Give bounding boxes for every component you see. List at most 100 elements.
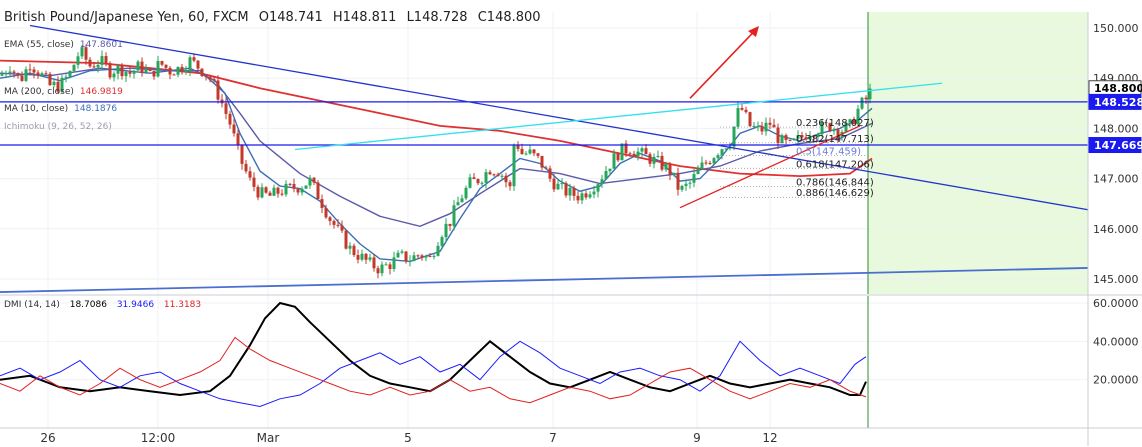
bullish-arrow-head <box>748 26 759 37</box>
candle-body <box>548 168 552 179</box>
candle-body <box>804 137 808 140</box>
candle-body <box>212 79 216 81</box>
candle-body <box>544 167 548 169</box>
candle-body <box>760 125 764 132</box>
candle-body <box>652 156 656 164</box>
candle-body <box>724 148 728 150</box>
candle-body <box>56 81 60 92</box>
candle-body <box>296 188 300 193</box>
candle-body <box>472 177 476 180</box>
candle-body <box>284 183 288 195</box>
time-tick-label: 12:00 <box>141 431 176 445</box>
candle-body <box>580 193 584 201</box>
candle-body <box>852 119 856 124</box>
candle-body <box>72 64 76 72</box>
ascending-trendline-cyan <box>294 82 943 151</box>
fib-anchor-line <box>679 125 861 209</box>
low-value: L148.728 <box>406 10 468 25</box>
candle-body <box>436 245 440 256</box>
minus-di-value: 11.3183 <box>163 300 202 310</box>
candle-body <box>276 187 280 194</box>
indicator-ema-legend[interactable]: EMA (55, close) 147.8601 <box>4 40 123 50</box>
candle-body <box>176 66 180 75</box>
candle-body <box>684 183 688 186</box>
candle-body <box>444 223 448 238</box>
candle-body <box>516 144 520 149</box>
candle-body <box>540 155 544 168</box>
candle-body <box>636 151 640 157</box>
candle-body <box>44 73 48 75</box>
candle-body <box>500 175 504 177</box>
candle-body <box>568 187 572 196</box>
candle-body <box>92 66 96 68</box>
candle-body <box>164 64 168 68</box>
candle-body <box>648 154 652 164</box>
candle-body <box>396 252 400 258</box>
candle-body <box>236 133 240 145</box>
indicator-ma200-legend[interactable]: MA (200, close) 146.9819 <box>4 87 123 97</box>
candle-body <box>228 113 232 125</box>
fib-level-label: 0.618(147.206) <box>796 159 874 170</box>
candle-body <box>812 136 816 138</box>
candle-body <box>708 162 712 164</box>
candle-body <box>608 168 612 172</box>
plus-di-value: 31.9466 <box>116 300 155 310</box>
candle-body <box>592 191 596 195</box>
fibonacci-levels: 0.236(148.027) 0.382(147.713) 0.5(147.459)… <box>720 118 874 199</box>
candle-body <box>416 255 420 257</box>
candle-body <box>600 179 604 185</box>
candle-body <box>856 108 860 124</box>
candle-body <box>252 177 256 187</box>
candle-body <box>288 183 292 185</box>
candle-body <box>280 193 284 195</box>
candle-body <box>412 255 416 262</box>
candle-body <box>528 149 532 154</box>
candle-body <box>828 123 832 132</box>
indicator-label: Ichimoku (9, 26, 52, 26) <box>4 122 112 132</box>
candle-body <box>732 126 736 147</box>
indicator-label: MA (200, close) <box>4 87 74 97</box>
candle-body <box>668 163 672 175</box>
level-badge-148528-box <box>1088 93 1142 110</box>
candle-body <box>476 179 480 184</box>
candle-body <box>632 153 636 157</box>
candle-body <box>120 65 124 77</box>
dmi-legend[interactable]: DMI (14, 14) 18.7086 31.9466 11.3183 <box>4 300 201 310</box>
candle-body <box>484 172 488 183</box>
candle-body <box>148 69 152 72</box>
candle-body <box>300 188 304 193</box>
symbol-title[interactable]: British Pound/Japanese Yen, 60, FXCM <box>4 10 249 25</box>
candle-body <box>572 187 576 196</box>
last-price-badge: 148.800 <box>1094 82 1142 95</box>
candle-body <box>576 195 580 201</box>
candle-body <box>780 135 784 144</box>
candle-body <box>140 61 144 73</box>
indicator-ma10-legend[interactable]: MA (10, close) 148.1876 <box>4 104 117 114</box>
fib-level-label: 0.236(148.027) <box>796 118 874 129</box>
candle-body <box>640 148 644 152</box>
candle-body <box>808 136 812 140</box>
indicator-ichimoku-legend[interactable]: Ichimoku (9, 26, 52, 26) <box>4 122 112 132</box>
candle-body <box>468 177 472 188</box>
candle-body <box>232 124 236 134</box>
candle-body <box>320 199 324 208</box>
candle-body <box>36 72 40 76</box>
candle-body <box>400 251 404 253</box>
candle-body <box>136 61 140 71</box>
candle-body <box>188 57 192 71</box>
candle-body <box>200 68 204 77</box>
candle-body <box>752 125 756 127</box>
candle-body <box>272 187 276 196</box>
candle-body <box>452 205 456 226</box>
candle-body <box>824 122 828 124</box>
indicator-value: 146.9819 <box>79 87 123 97</box>
candle-body <box>756 125 760 127</box>
candle-body <box>268 192 272 196</box>
candle-body <box>360 253 364 260</box>
time-tick-label: 26 <box>40 431 55 445</box>
candle-body <box>680 185 684 190</box>
candle-body <box>292 183 296 189</box>
time-tick-label: 12 <box>762 431 777 445</box>
price-tick-label: 150.000 <box>1093 22 1139 35</box>
